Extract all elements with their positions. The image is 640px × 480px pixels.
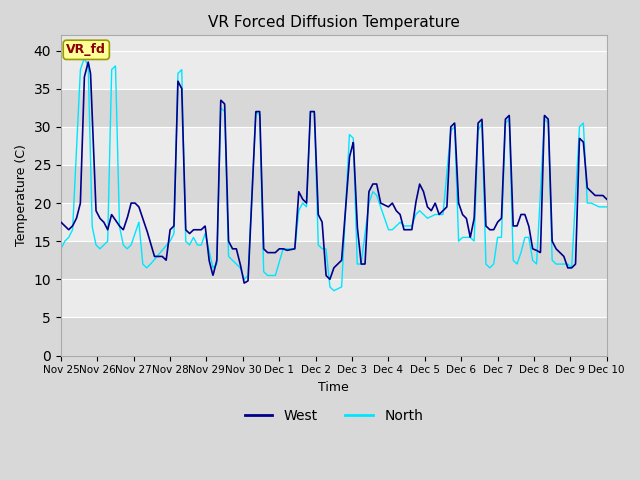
Legend: West, North: West, North [239,404,429,429]
Y-axis label: Temperature (C): Temperature (C) [15,144,28,246]
Bar [61,279,607,317]
X-axis label: Time: Time [319,381,349,394]
Title: VR Forced Diffusion Temperature: VR Forced Diffusion Temperature [208,15,460,30]
Bar [61,241,607,279]
Bar [61,165,607,203]
Text: VR_fd: VR_fd [67,43,106,56]
Bar [61,89,607,127]
Bar [61,203,607,241]
Bar [61,317,607,356]
Bar [61,50,607,89]
Bar [61,127,607,165]
